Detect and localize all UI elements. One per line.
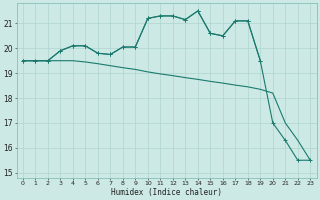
X-axis label: Humidex (Indice chaleur): Humidex (Indice chaleur) bbox=[111, 188, 222, 197]
